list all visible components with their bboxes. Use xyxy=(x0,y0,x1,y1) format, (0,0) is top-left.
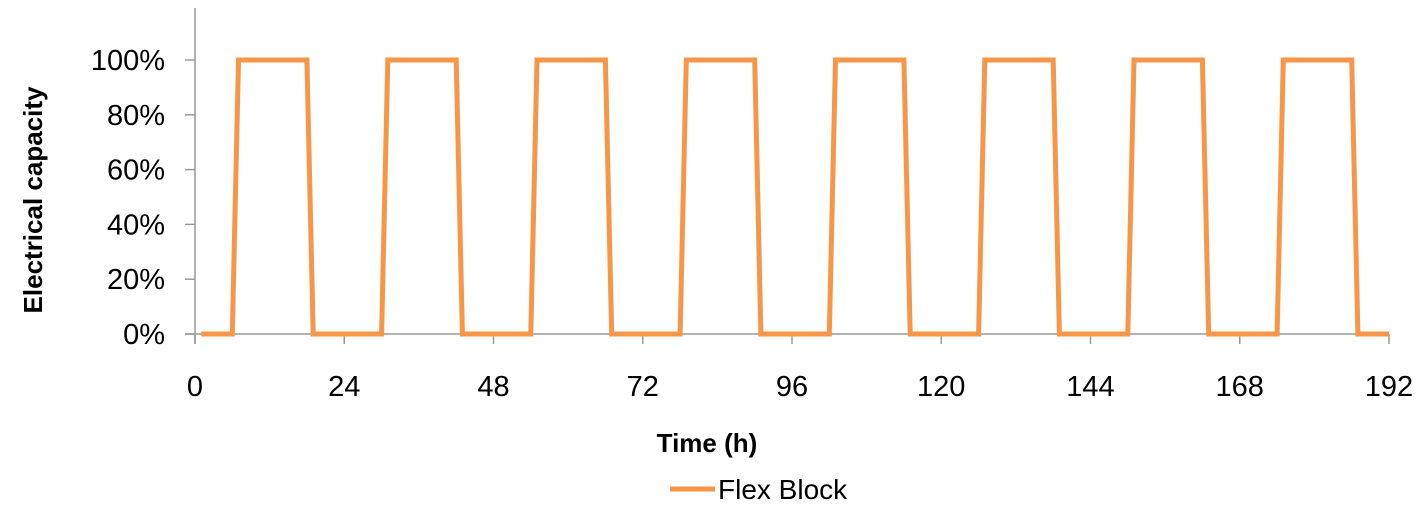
y-tick-labels: 0% 20% 40% 60% 80% 100% xyxy=(91,45,195,351)
x-tick-label: 72 xyxy=(627,371,659,403)
y-axis-title: Electrical capacity xyxy=(18,86,48,313)
x-tick-label: 144 xyxy=(1066,371,1114,403)
y-tick-label: 40% xyxy=(107,209,165,241)
y-tick-label: 80% xyxy=(107,100,165,132)
x-tick-label: 24 xyxy=(328,371,360,403)
x-axis-title: Time (h) xyxy=(657,428,758,458)
legend: Flex Block xyxy=(670,474,848,505)
series-line-flex-block xyxy=(201,57,1389,337)
x-tick-label: 120 xyxy=(917,371,965,403)
x-tick-label: 0 xyxy=(187,371,203,403)
y-tick-label: 60% xyxy=(107,155,165,187)
legend-label-flex-block: Flex Block xyxy=(718,474,848,505)
series-layer xyxy=(201,57,1389,337)
x-tick-label: 48 xyxy=(477,371,509,403)
x-tick-label: 192 xyxy=(1365,371,1413,403)
y-tick-label: 20% xyxy=(107,264,165,296)
x-tick-label: 96 xyxy=(776,371,808,403)
y-tick-label: 0% xyxy=(123,319,165,351)
x-tick-labels: 0 24 48 72 96 120 144 168 192 xyxy=(187,334,1413,403)
y-tick-label: 100% xyxy=(91,45,165,77)
x-tick-label: 168 xyxy=(1216,371,1264,403)
